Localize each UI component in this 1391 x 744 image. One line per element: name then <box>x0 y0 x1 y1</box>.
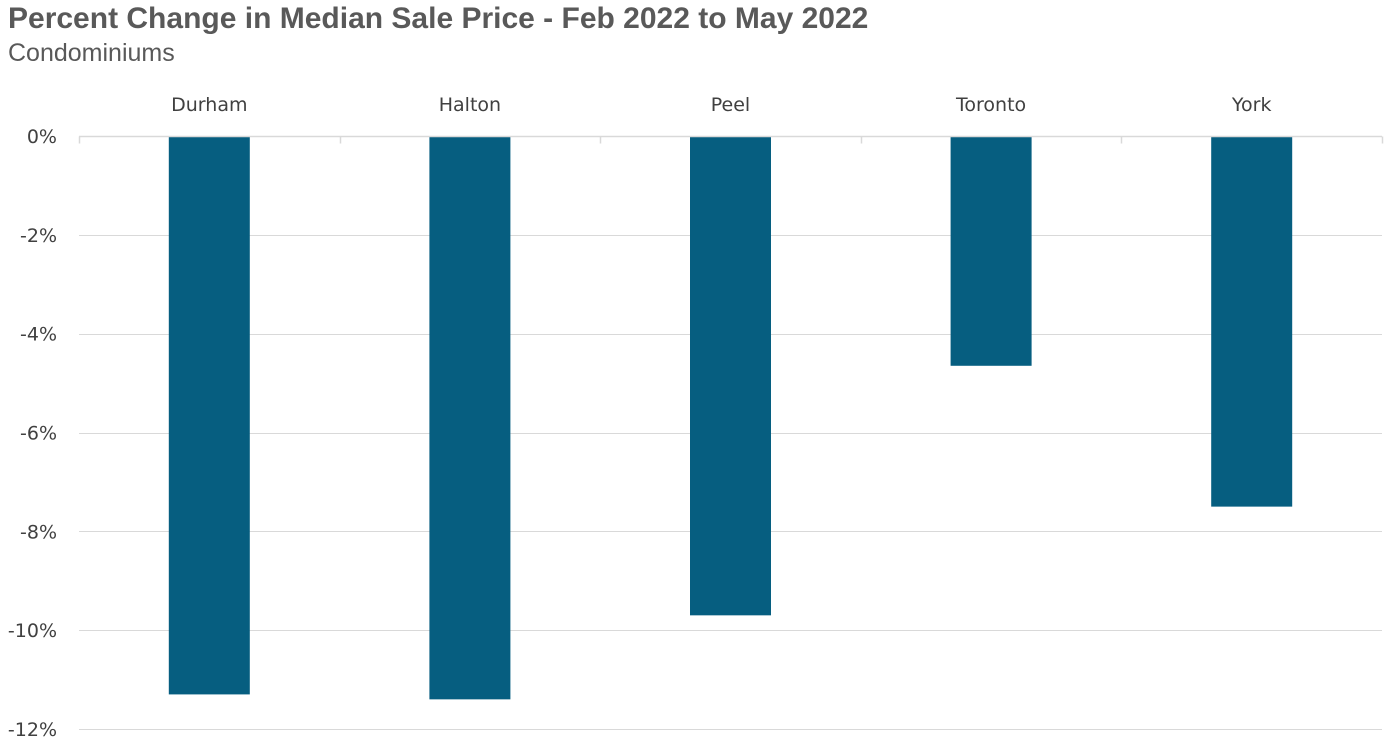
bar-york <box>1211 136 1293 507</box>
category-label: Peel <box>711 94 750 116</box>
category-axis <box>78 135 1384 144</box>
bars <box>168 136 1293 700</box>
category-label: York <box>1231 94 1272 116</box>
y-tick-label: -12% <box>8 719 57 741</box>
y-tick-label: -8% <box>20 521 57 543</box>
chart-subtitle: Condominiums <box>8 39 175 67</box>
bar-toronto <box>950 136 1032 366</box>
category-label: Toronto <box>955 94 1026 116</box>
chart-title: Percent Change in Median Sale Price - Fe… <box>8 2 869 35</box>
category-labels: Durham Halton Peel Toronto York <box>171 94 1271 116</box>
category-label: Durham <box>171 94 247 116</box>
y-tick-label: -2% <box>20 225 57 247</box>
bar-peel <box>690 136 771 616</box>
category-label: Halton <box>439 94 501 116</box>
y-tick-label: 0% <box>27 126 57 148</box>
y-tick-label: -10% <box>8 620 57 642</box>
y-tick-label: -4% <box>20 324 57 346</box>
bar-durham <box>168 136 250 695</box>
y-tick-labels: 0% -2% -4% -6% -8% -10% -12% <box>8 126 57 741</box>
bar-halton <box>429 136 511 700</box>
y-tick-label: -6% <box>20 423 57 445</box>
